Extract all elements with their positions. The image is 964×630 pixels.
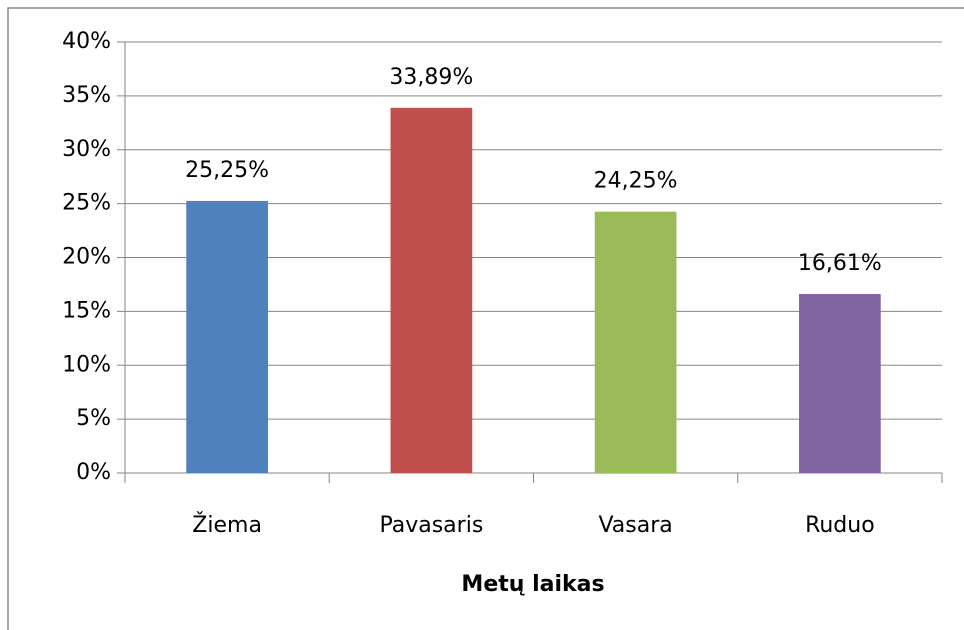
x-tick-label: Žiema <box>192 512 262 538</box>
y-tick-label: 0% <box>76 460 111 485</box>
x-tick-label: Pavasaris <box>379 513 483 538</box>
data-label: 25,25% <box>185 158 269 183</box>
bar <box>594 211 677 474</box>
y-tick-label: 40% <box>62 29 111 54</box>
x-axis-label: Metų laikas <box>461 572 604 597</box>
bar <box>186 200 268 473</box>
y-tick-label: 30% <box>62 137 111 162</box>
y-tick-label: 15% <box>62 298 111 323</box>
bar <box>799 294 881 473</box>
y-tick-label: 10% <box>62 352 111 377</box>
data-label: 16,61% <box>798 251 882 276</box>
y-tick-label: 35% <box>62 83 111 108</box>
data-label: 24,25% <box>594 169 678 194</box>
y-tick-label: 5% <box>76 406 111 431</box>
x-tick-label: Vasara <box>598 513 672 538</box>
bar <box>390 107 473 473</box>
chart-frame <box>7 7 964 630</box>
y-tick-label: 20% <box>62 245 111 270</box>
y-tick-label: 25% <box>62 191 111 216</box>
x-tick-label: Ruduo <box>805 513 875 538</box>
data-label: 33,89% <box>389 65 473 90</box>
